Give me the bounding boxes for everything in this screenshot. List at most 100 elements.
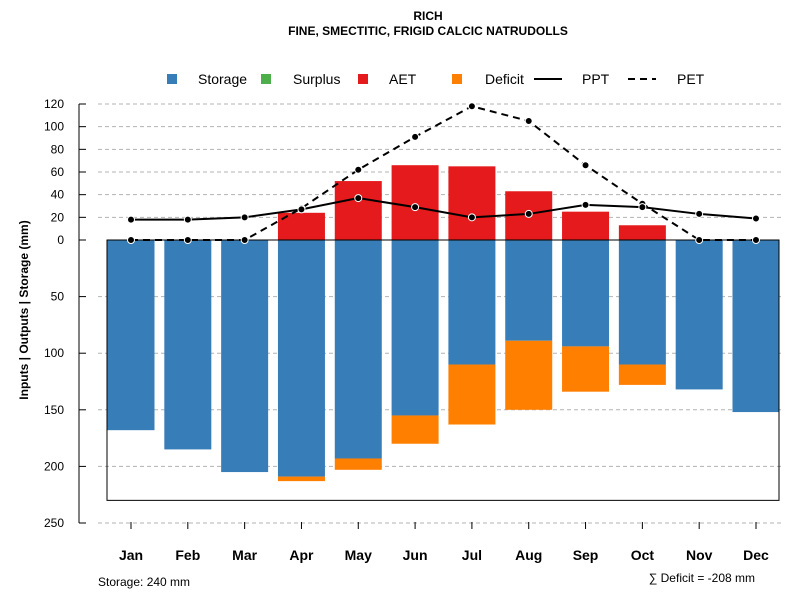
month-label: Sep <box>573 547 599 563</box>
y-tick-label: 200 <box>44 459 64 473</box>
ppt-point <box>695 209 704 218</box>
y-tick-label: 100 <box>44 120 64 134</box>
ppt-point <box>411 203 420 212</box>
deficit-bar <box>391 415 439 444</box>
ppt-point <box>127 215 135 224</box>
ppt-point <box>467 213 476 222</box>
pet-point <box>695 236 704 244</box>
legend-item-aet: AET <box>358 71 417 87</box>
surplus-legend-swatch <box>261 74 271 84</box>
deficit-legend-swatch <box>452 74 462 84</box>
storage-bar <box>448 240 496 365</box>
ppt-point <box>183 215 192 224</box>
storage-bar <box>732 240 780 413</box>
tick-labels: 0 20 40 60 80 100 120 50 100 150 200 250 Jan Feb Mar Ap… <box>44 97 769 563</box>
aet-bar <box>618 225 666 240</box>
deficit-bar <box>562 346 610 392</box>
month-label: Jul <box>462 547 482 563</box>
pet-point <box>411 132 420 141</box>
pet-line <box>131 105 756 241</box>
pet-point <box>467 102 476 111</box>
pet-point <box>752 236 760 244</box>
month-label: Feb <box>175 547 200 563</box>
month-label: Oct <box>631 547 655 563</box>
storage-bar <box>334 240 382 459</box>
chart-subtitle: FINE, SMECTITIC, FRIGID CALCIC NATRUDOLL… <box>288 24 568 38</box>
y-tick-label: 0 <box>57 233 64 247</box>
pet-point <box>240 236 249 244</box>
ppt-point <box>752 214 760 223</box>
total-deficit-label: ∑ Deficit = -208 mm <box>649 571 755 585</box>
aet-legend-swatch <box>358 74 368 84</box>
storage-bar <box>618 240 666 365</box>
legend-item-ppt: PPT <box>534 71 610 87</box>
storage-bar <box>562 240 610 347</box>
y-tick-label: 150 <box>44 403 64 417</box>
gridlines <box>98 103 783 524</box>
legend-item-surplus: Surplus <box>261 71 340 87</box>
pet-point <box>354 165 363 174</box>
y-tick-label: 80 <box>51 142 65 156</box>
storage-legend-swatch <box>167 74 177 84</box>
pet-point <box>524 117 533 125</box>
aet-bar <box>334 181 382 240</box>
y-tick-label: 20 <box>51 210 65 224</box>
storage-bar <box>164 240 212 450</box>
storage-bar <box>505 240 553 341</box>
legend-item-storage: Storage <box>167 71 247 87</box>
ppt-point <box>638 203 647 212</box>
month-label: Jan <box>119 547 143 563</box>
month-label: Aug <box>515 547 542 563</box>
legend-item-pet: PET <box>628 71 705 87</box>
surplus-legend-label: Surplus <box>293 71 340 87</box>
deficit-bar <box>334 458 382 470</box>
y-axis-label: Inputs | Outputs | Storage (mm) <box>17 220 31 399</box>
aet-legend-label: AET <box>389 71 417 87</box>
storage-bar <box>391 240 439 416</box>
chart-title: RICH <box>413 9 442 23</box>
month-label: May <box>345 547 372 563</box>
y-tick-label: 250 <box>44 516 64 530</box>
axes <box>78 103 780 529</box>
ppt-point <box>354 194 363 203</box>
month-label: Dec <box>743 547 769 563</box>
storage-bar <box>107 240 155 431</box>
pet-point <box>183 236 192 244</box>
legend-item-deficit: Deficit <box>452 71 524 87</box>
ppt-point <box>297 205 306 214</box>
storage-bar <box>277 240 325 477</box>
month-label: Apr <box>289 547 314 563</box>
deficit-bar <box>448 364 496 425</box>
deficit-bar <box>618 364 666 385</box>
ppt-line <box>131 197 757 221</box>
month-label: Mar <box>232 547 257 563</box>
pet-point <box>581 161 590 170</box>
deficit-legend-label: Deficit <box>485 71 524 87</box>
deficit-bar <box>505 340 553 410</box>
pet-point <box>127 236 135 244</box>
storage-legend-label: Storage <box>198 71 247 87</box>
y-tick-label: 100 <box>44 346 64 360</box>
aet-bar <box>391 165 439 240</box>
bars <box>107 165 780 482</box>
pet-legend-label: PET <box>677 71 705 87</box>
deficit-bar <box>277 476 325 482</box>
storage-capacity-box <box>106 239 780 501</box>
y-tick-label: 40 <box>51 188 65 202</box>
ppt-point <box>240 213 249 222</box>
legend: Storage Surplus AET Deficit PPT PET <box>167 71 705 87</box>
series-lines <box>127 102 760 244</box>
month-label: Jun <box>403 547 428 563</box>
ppt-point <box>524 209 533 218</box>
ppt-legend-label: PPT <box>582 71 610 87</box>
y-tick-label: 50 <box>51 290 65 304</box>
y-tick-label: 60 <box>51 165 65 179</box>
storage-bar <box>221 240 269 473</box>
ppt-point <box>581 200 590 209</box>
storage-capacity-label: Storage: 240 mm <box>98 575 190 589</box>
y-tick-label: 120 <box>44 97 64 111</box>
storage-bar <box>675 240 723 390</box>
aet-bar <box>448 166 496 240</box>
month-label: Nov <box>686 547 713 563</box>
